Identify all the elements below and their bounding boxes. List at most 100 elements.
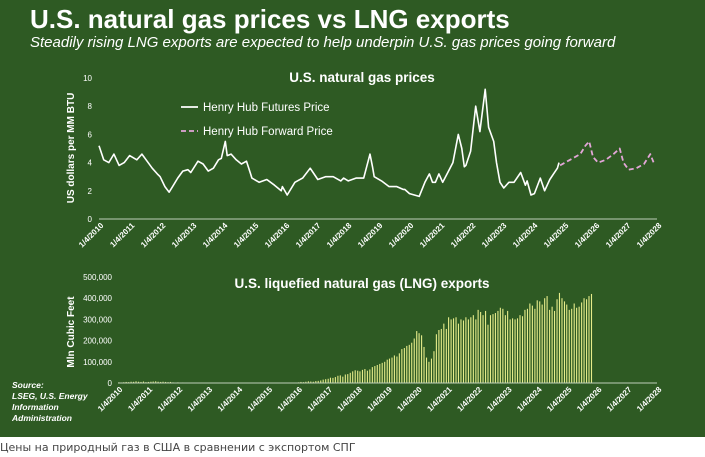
price-y-axis-label: US dollars per MM BTU — [66, 93, 77, 204]
price-chart: U.S. natural gas prices US dollars per M… — [66, 70, 664, 249]
lng-x-tick-label: 1/4/2017 — [306, 385, 335, 414]
lng-bar — [590, 293, 593, 383]
lng-bar — [549, 309, 551, 383]
lng-bar — [519, 315, 521, 383]
lng-bar — [576, 307, 578, 383]
source-note: Source: LSEG, U.S. Energy Information Ad… — [12, 380, 92, 424]
lng-bar — [398, 353, 400, 383]
lng-bar — [499, 307, 501, 383]
lng-bar — [450, 319, 452, 383]
lng-bar — [416, 331, 418, 383]
lng-bar — [566, 304, 568, 383]
lng-bar — [137, 381, 140, 383]
legend-futures-label: Henry Hub Futures Price — [203, 102, 330, 114]
lng-bar — [480, 311, 482, 383]
lng-bar — [494, 313, 496, 383]
lng-bar — [162, 381, 164, 383]
main-title: U.S. natural gas prices vs LNG exports — [30, 4, 510, 34]
lng-bar — [558, 292, 561, 383]
lng-bar — [507, 310, 509, 383]
lng-bar — [300, 381, 302, 383]
lng-bar — [526, 308, 528, 383]
price-x-tick-label: 1/4/2010 — [77, 221, 106, 250]
lng-bar — [551, 306, 553, 383]
lng-bar — [438, 330, 440, 383]
legend-forward-label: Henry Hub Forward Price — [203, 126, 333, 138]
price-y-tick-label: 10 — [83, 74, 92, 83]
lng-x-tick-label: 1/4/2016 — [276, 385, 305, 414]
lng-bar — [465, 317, 467, 383]
lng-bar — [369, 369, 371, 383]
price-x-ticks: 1/4/2010 1/4/2011 1/4/2012 1/4/2013 1/4/2014… — [77, 221, 664, 250]
lng-bar — [460, 319, 462, 383]
lng-bar — [339, 375, 341, 383]
lng-x-tick-label: 1/4/2021 — [425, 385, 454, 414]
lng-bars — [118, 292, 593, 384]
price-legend: Henry Hub Futures Price Henry Hub Forwar… — [181, 102, 333, 138]
lng-bar — [521, 316, 524, 383]
lng-bar — [462, 320, 465, 383]
price-x-tick-label: 1/4/2015 — [232, 221, 261, 250]
lng-bar — [440, 328, 442, 383]
lng-bar — [312, 381, 314, 383]
lng-bar — [425, 357, 428, 383]
lng-bar — [361, 369, 364, 383]
lng-bar — [354, 370, 356, 383]
lng-bar — [357, 370, 359, 383]
lng-bar — [578, 306, 580, 383]
lng-bar — [556, 299, 558, 383]
lng-bar — [366, 370, 368, 383]
lng-bar — [563, 301, 566, 383]
lng-bar — [381, 362, 383, 383]
lng-bar — [376, 364, 378, 383]
lng-bar — [430, 358, 432, 383]
lng-bar — [477, 309, 479, 383]
price-y-tick-label: 6 — [88, 130, 93, 139]
lng-y-tick-label: 200,000 — [83, 337, 112, 346]
lng-bar — [322, 379, 324, 383]
lng-bar — [307, 381, 309, 383]
lng-bar — [529, 303, 531, 383]
series-forward-line — [559, 140, 656, 171]
price-y-tick-label: 8 — [88, 102, 93, 111]
lng-bar — [342, 376, 344, 383]
price-y-tick-label: 4 — [88, 159, 93, 168]
lng-bar — [347, 374, 349, 383]
lng-bar — [492, 314, 494, 383]
lng-bar — [160, 381, 162, 383]
lng-x-tick-label: 1/4/2018 — [336, 385, 365, 414]
lng-bar — [571, 308, 573, 383]
lng-bar — [142, 381, 145, 383]
lng-bar — [568, 309, 570, 383]
lng-x-tick-label: 1/4/2020 — [395, 385, 424, 414]
lng-bar — [435, 334, 437, 383]
lng-bar — [169, 381, 172, 383]
price-x-tick-label: 1/4/2019 — [356, 221, 385, 250]
price-x-tick-label: 1/4/2025 — [542, 221, 571, 250]
lng-bar — [561, 298, 563, 383]
lng-bar — [457, 323, 460, 383]
lng-chart-title: U.S. liquefied natural gas (LNG) exports — [234, 276, 489, 291]
lng-bar — [467, 319, 469, 383]
lng-bar — [155, 381, 157, 383]
lng-bar — [524, 309, 526, 383]
lng-bar — [553, 310, 556, 383]
lng-bar — [452, 318, 455, 383]
lng-bar — [315, 381, 317, 383]
lng-bar — [364, 369, 366, 383]
lng-bar — [546, 296, 548, 383]
lng-bar — [135, 381, 137, 383]
lng-bar — [445, 328, 447, 383]
series-futures-line — [98, 88, 560, 198]
lng-bar — [384, 361, 386, 383]
lng-bar — [344, 374, 346, 383]
lng-x-tick-label: 1/4/2022 — [455, 385, 484, 414]
lng-bar — [428, 361, 430, 383]
lng-bar — [541, 304, 543, 383]
lng-bar — [152, 381, 154, 383]
lng-x-ticks: 1/4/2010 1/4/2011 1/4/2012 1/4/2013 1/4/2014… — [96, 385, 664, 414]
price-x-tick-label: 1/4/2021 — [418, 221, 447, 250]
lng-x-tick-label: 1/4/2012 — [156, 385, 185, 414]
lng-bar — [388, 358, 391, 383]
subtitle: Steadily rising LNG exports are expected… — [30, 34, 616, 51]
